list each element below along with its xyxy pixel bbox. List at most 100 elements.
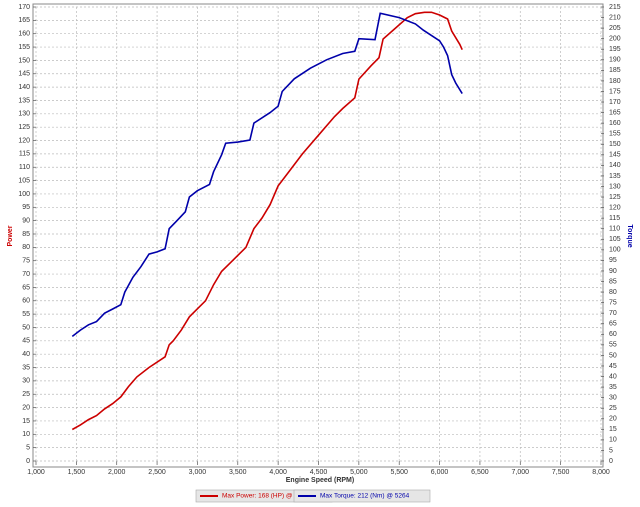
y2-tick-label: 20 xyxy=(609,416,617,423)
y-axis-title: Power xyxy=(7,225,14,246)
y2-tick-label: 30 xyxy=(609,394,617,401)
y-tick-label: 55 xyxy=(22,311,30,318)
y2-tick-label: 15 xyxy=(609,426,617,433)
y-tick-label: 140 xyxy=(18,84,30,91)
y2-tick-label: 205 xyxy=(609,25,621,32)
x-tick-label: 6,500 xyxy=(471,469,489,476)
y-tick-label: 150 xyxy=(18,57,30,64)
y2-tick-label: 150 xyxy=(609,141,621,148)
x-tick-label: 1,500 xyxy=(68,469,86,476)
x-tick-label: 5,000 xyxy=(350,469,368,476)
y-tick-label: 30 xyxy=(22,378,30,385)
y2-tick-label: 70 xyxy=(609,310,617,317)
y2-tick-label: 5 xyxy=(609,447,613,454)
y2-tick-label: 120 xyxy=(609,204,621,211)
y2-tick-label: 85 xyxy=(609,278,617,285)
y-tick-label: 50 xyxy=(22,324,30,331)
x-tick-label: 2,500 xyxy=(148,469,166,476)
x-tick-label: 4,000 xyxy=(269,469,287,476)
x-tick-label: 3,500 xyxy=(229,469,247,476)
y2-tick-label: 35 xyxy=(609,384,617,391)
plot-frame xyxy=(32,3,604,468)
x-tick-label: 8,000 xyxy=(592,469,610,476)
y2-axis-title: Torque xyxy=(626,224,633,247)
legend-label: Max Power: 168 (HP) @ 5813 xyxy=(222,493,309,500)
y-tick-label: 75 xyxy=(22,258,30,265)
y2-tick-label: 45 xyxy=(609,363,617,370)
y2-tick-label: 175 xyxy=(609,88,621,95)
y-tick-label: 170 xyxy=(18,4,30,11)
y2-tick-label: 60 xyxy=(609,331,617,338)
y2-tick-label: 55 xyxy=(609,342,617,349)
y-tick-label: 90 xyxy=(22,217,30,224)
y2-tick-label: 10 xyxy=(609,437,617,444)
y-tick-label: 155 xyxy=(18,44,30,51)
y-tick-label: 60 xyxy=(22,298,30,305)
y-tick-label: 115 xyxy=(19,151,30,158)
y-tick-label: 145 xyxy=(18,71,30,78)
y2-tick-label: 40 xyxy=(609,373,617,380)
y-tick-label: 20 xyxy=(22,404,30,411)
y2-tick-label: 190 xyxy=(609,57,621,64)
y2-tick-label: 75 xyxy=(609,299,617,306)
y2-tick-label: 215 xyxy=(609,4,621,11)
y2-tick-label: 115 xyxy=(609,215,620,222)
y2-tick-label: 65 xyxy=(609,321,617,328)
y2-tick-label: 90 xyxy=(609,268,617,275)
y-tick-label: 70 xyxy=(22,271,30,278)
legend-box xyxy=(293,489,431,503)
y2-tick-label: 25 xyxy=(609,405,617,412)
y2-tick-label: 165 xyxy=(609,109,621,116)
y2-tick-label: 145 xyxy=(609,152,621,159)
y-tick-label: 25 xyxy=(22,391,30,398)
y2-tick-label: 180 xyxy=(609,78,621,85)
x-tick-label: 1,000 xyxy=(27,469,45,476)
y-tick-label: 45 xyxy=(22,338,30,345)
y2-tick-label: 170 xyxy=(609,99,621,106)
y2-tick-label: 210 xyxy=(609,14,621,21)
y-tick-label: 105 xyxy=(18,177,30,184)
y2-tick-label: 95 xyxy=(609,257,617,264)
y2-tick-label: 110 xyxy=(609,226,620,233)
y-tick-label: 15 xyxy=(22,418,30,425)
y-tick-label: 0 xyxy=(26,458,30,465)
y-tick-label: 165 xyxy=(18,17,30,24)
y2-tick-label: 105 xyxy=(609,236,621,243)
y-tick-label: 135 xyxy=(18,97,30,104)
x-tick-label: 4,500 xyxy=(310,469,328,476)
x-tick-label: 5,500 xyxy=(390,469,408,476)
y2-tick-label: 155 xyxy=(609,131,621,138)
y2-tick-label: 50 xyxy=(609,352,617,359)
x-axis-title: Engine Speed (RPM) xyxy=(286,477,354,484)
x-tick-label: 3,000 xyxy=(189,469,207,476)
y2-tick-label: 130 xyxy=(609,183,621,190)
x-tick-label: 2,000 xyxy=(108,469,126,476)
y-tick-label: 110 xyxy=(19,164,30,171)
y-tick-label: 130 xyxy=(18,111,30,118)
y2-tick-label: 125 xyxy=(609,194,621,201)
y-tick-label: 120 xyxy=(18,137,30,144)
y2-tick-label: 200 xyxy=(609,36,621,43)
y-tick-label: 100 xyxy=(18,191,30,198)
y2-tick-label: 100 xyxy=(609,247,621,254)
y2-tick-label: 140 xyxy=(609,162,621,169)
y-tick-label: 35 xyxy=(22,364,30,371)
x-tick-label: 7,000 xyxy=(512,469,530,476)
y-tick-label: 95 xyxy=(22,204,30,211)
y-tick-label: 65 xyxy=(22,284,30,291)
y2-tick-label: 135 xyxy=(609,173,621,180)
y-tick-label: 125 xyxy=(18,124,30,131)
y2-tick-label: 80 xyxy=(609,289,617,296)
y-tick-label: 40 xyxy=(22,351,30,358)
y2-tick-label: 195 xyxy=(609,46,621,53)
y-tick-label: 5 xyxy=(26,444,30,451)
series-line xyxy=(71,12,463,338)
y-tick-label: 85 xyxy=(22,231,30,238)
y2-tick-label: 0 xyxy=(609,458,613,465)
x-tick-label: 6,000 xyxy=(431,469,449,476)
y-tick-label: 160 xyxy=(18,31,30,38)
series-line xyxy=(71,11,463,431)
y-tick-label: 80 xyxy=(22,244,30,251)
